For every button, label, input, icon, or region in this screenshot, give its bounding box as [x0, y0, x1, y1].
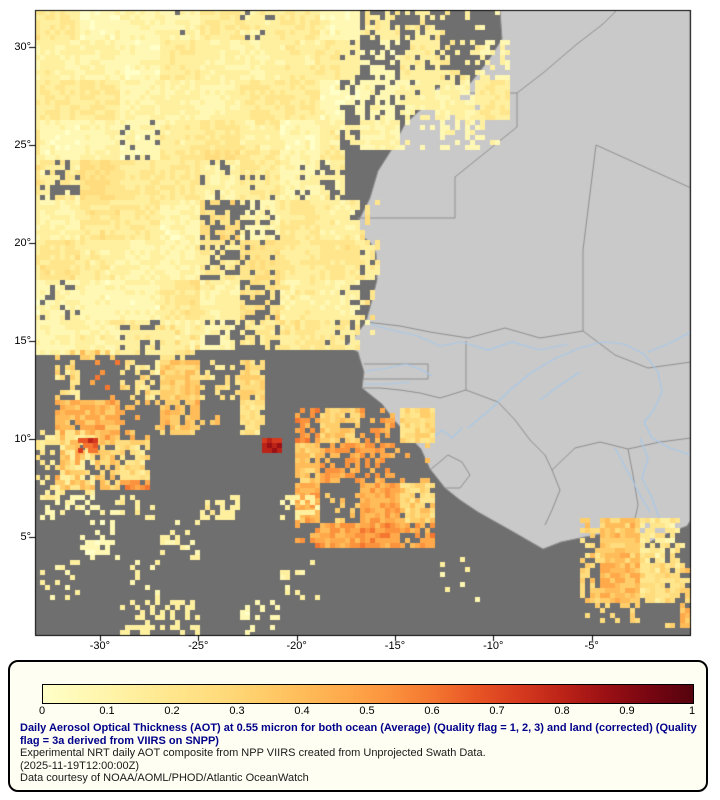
colorbar — [42, 684, 694, 704]
caption-credit: Data courtesy of NOAA/AOML/PHOD/Atlantic… — [20, 772, 309, 784]
colorbar-tick-label: 0.7 — [489, 705, 505, 717]
colorbar-tick-label: 0.5 — [359, 705, 375, 717]
legend-panel: 0 0.1 0.2 0.3 0.4 0.5 0.6 0.7 0.8 0.9 1 Daily Aero… — [8, 660, 708, 792]
colorbar-tick-label: 0 — [38, 705, 46, 717]
colorbar-tick-label: 0.6 — [424, 705, 440, 717]
colorbar-tick-label: 0.1 — [99, 705, 115, 717]
colorbar-tick-label: 0.3 — [229, 705, 245, 717]
colorbar-tick-label: 0.8 — [554, 705, 570, 717]
caption-block: Daily Aerosol Optical Thickness (AOT) at… — [20, 722, 700, 785]
aot-map-plot — [0, 0, 720, 660]
caption-title: Daily Aerosol Optical Thickness (AOT) at… — [20, 722, 697, 747]
caption-line-2: Experimental NRT daily AOT composite fro… — [20, 747, 486, 759]
colorbar-tick-label: 0.2 — [164, 705, 180, 717]
caption-timestamp: (2025-11-19T12:00:00Z) — [20, 759, 140, 772]
colorbar-tick-label: 1 — [688, 705, 696, 717]
colorbar-tick-label: 0.4 — [294, 705, 310, 717]
colorbar-tick-label: 0.9 — [619, 705, 635, 717]
